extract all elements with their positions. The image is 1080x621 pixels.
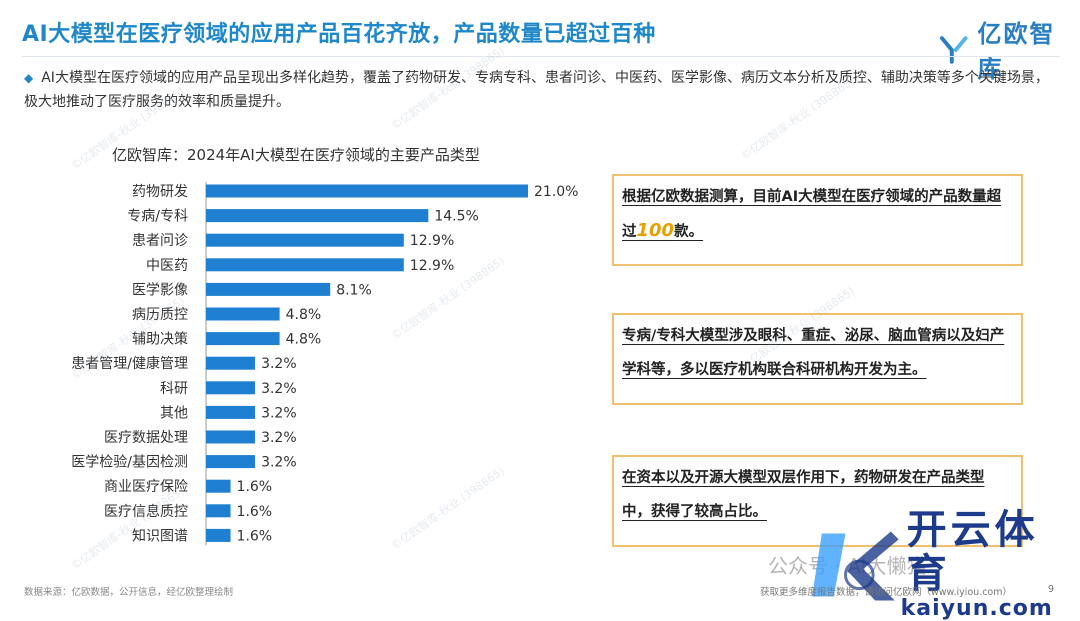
category-label: 医学影像 [132, 282, 188, 298]
chart-title: 亿欧智库：2024年AI大模型在医疗领域的主要产品类型 [112, 144, 480, 165]
value-label: 1.6% [237, 479, 273, 495]
category-label: 科研 [160, 381, 188, 397]
bar [206, 283, 330, 296]
bar [206, 480, 231, 493]
category-label: 医疗信息质控 [104, 503, 188, 520]
yiou-logo-icon [938, 32, 972, 66]
bar [206, 504, 231, 517]
bar-chart: 药物研发 21.0% 专病/专科 14.5% 患者问诊 12.9% 中医药 12.9% 医学影像… [0, 180, 600, 560]
category-label: 知识图谱 [132, 527, 188, 544]
value-label: 3.2% [261, 356, 297, 372]
bar [206, 431, 255, 444]
value-label: 3.2% [261, 430, 297, 446]
category-label: 其他 [160, 405, 188, 421]
value-label: 12.9% [410, 233, 454, 249]
bar [206, 308, 280, 321]
value-label: 4.8% [286, 307, 322, 323]
callout-2-text: 专病/专科大模型涉及眼科、重症、泌尿、脑血管病以及妇产学科等，多以医疗机构联合科… [622, 328, 1004, 378]
intro-text: AI大模型在医疗领域的应用产品呈现出多样化趋势，覆盖了药物研发、专病专科、患者问… [24, 70, 1049, 110]
highlight-number: 100 [637, 220, 675, 241]
bar [206, 209, 428, 222]
value-label: 14.5% [434, 209, 478, 225]
callout-box-2: 专病/专科大模型涉及眼科、重症、泌尿、脑血管病以及妇产学科等，多以医疗机构联合科… [612, 313, 1023, 405]
category-label: 辅助决策 [132, 331, 188, 348]
value-label: 3.2% [261, 405, 297, 421]
bar [206, 455, 255, 468]
value-label: 4.8% [286, 332, 322, 348]
page-number: 9 [1048, 584, 1054, 595]
bar [206, 258, 404, 271]
page-title: AI大模型在医疗领域的应用产品百花齐放，产品数量已超过百种 [22, 16, 656, 48]
category-label: 商业医疗保险 [104, 479, 188, 495]
category-label: 中医药 [146, 258, 188, 274]
category-label: 病历质控 [132, 307, 188, 323]
bar [206, 332, 280, 345]
value-label: 21.0% [534, 184, 578, 200]
value-label: 3.2% [261, 455, 297, 471]
category-label: 医疗数据处理 [104, 430, 188, 446]
value-label: 1.6% [237, 528, 273, 544]
intro-paragraph: ◆AI大模型在医疗领域的应用产品呈现出多样化趋势，覆盖了药物研发、专病专科、患者… [24, 66, 1059, 114]
brand-text: 开云体育 kaiyun.com [901, 508, 1080, 621]
bar [206, 357, 255, 370]
callout-box-1: 根据亿欧数据测算，目前AI大模型在医疗领域的产品数量超过100款。 [612, 174, 1023, 266]
brand-cn: 开云体育 [907, 508, 1080, 596]
header-divider [22, 56, 1060, 57]
callout-1-text: 根据亿欧数据测算，目前AI大模型在医疗领域的产品数量超过100款。 [622, 189, 1001, 240]
value-label: 1.6% [237, 504, 273, 520]
category-label: 药物研发 [132, 184, 188, 200]
source-note: 数据来源：亿欧数据，公开信息，经亿欧整理绘制 [24, 584, 233, 598]
brand-watermark: 开云体育 kaiyun.com [812, 508, 1080, 621]
category-label: 患者问诊 [132, 233, 188, 249]
category-label: 医学检验/基因检测 [71, 454, 188, 471]
value-label: 3.2% [261, 381, 297, 397]
value-label: 12.9% [410, 258, 454, 274]
brand-en: kaiyun.com [901, 596, 1080, 621]
diamond-icon: ◆ [24, 71, 33, 85]
bar [206, 185, 528, 198]
bar [206, 406, 255, 419]
footer-note: 获取更多维度报告数据，请访问亿欧网（www.iyiou.com） [760, 584, 1012, 598]
bar [206, 529, 231, 542]
value-label: 8.1% [336, 282, 372, 298]
bar [206, 381, 255, 394]
category-label: 专病/专科 [127, 209, 188, 225]
category-label: 患者管理/健康管理 [71, 355, 188, 372]
bar [206, 234, 404, 247]
